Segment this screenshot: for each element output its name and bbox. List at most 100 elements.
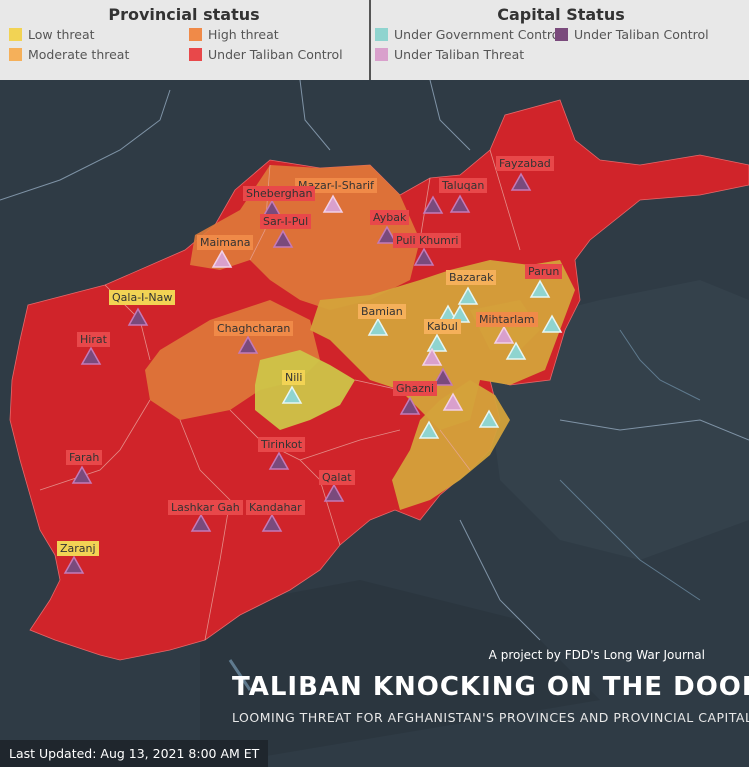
capital-marker-icon[interactable] — [272, 229, 294, 248]
capital-marker-icon[interactable] — [323, 483, 345, 502]
legend-label: Under Government Control — [394, 27, 563, 42]
marker-layer — [63, 172, 563, 574]
city-label[interactable]: Bazarak — [446, 270, 497, 285]
taliban-threat-swatch — [375, 48, 388, 61]
city-label[interactable]: Parun — [525, 264, 563, 279]
capital-marker-icon[interactable] — [71, 465, 93, 484]
city-label[interactable]: Mazar-I-Sharif — [295, 178, 377, 193]
capital-marker-icon[interactable] — [376, 225, 398, 244]
district-marker-icon[interactable] — [478, 409, 500, 428]
city-label[interactable]: Ghazni — [393, 381, 438, 396]
capital-marker-icon[interactable] — [261, 513, 283, 532]
legend-panel: Provincial status Low threat High threat… — [0, 0, 749, 81]
provincial-legend: Provincial status Low threat High threat… — [0, 0, 368, 80]
low-threat-region-daykundi[interactable] — [255, 350, 355, 430]
credit-text: A project by FDD's Long War Journal — [488, 648, 705, 662]
district-marker-icon[interactable] — [422, 195, 444, 214]
capital-marker-icon[interactable] — [529, 279, 551, 298]
capital-marker-icon[interactable] — [367, 317, 389, 336]
capital-marker-icon[interactable] — [237, 335, 259, 354]
city-label[interactable]: Qala-I-Naw — [109, 290, 176, 305]
district-marker-icon[interactable] — [432, 367, 454, 386]
legend-item-moderate-threat[interactable]: Moderate threat — [9, 47, 129, 62]
border-line — [559, 419, 749, 441]
high-threat-region-north[interactable] — [190, 165, 420, 310]
lake-shape — [228, 659, 252, 691]
terrain-shade — [200, 580, 600, 767]
border-line — [459, 519, 541, 641]
city-label[interactable]: Puli Khumri — [393, 233, 462, 248]
capital-marker-icon[interactable] — [281, 385, 303, 404]
capital-taliban-control-swatch — [555, 28, 568, 41]
river-line — [619, 329, 701, 401]
legend-label: High threat — [208, 27, 279, 42]
city-label[interactable]: Bamian — [358, 304, 406, 319]
legend-item-high-threat[interactable]: High threat — [189, 27, 279, 42]
legend-label: Low threat — [28, 27, 95, 42]
capital-marker-icon[interactable] — [510, 172, 532, 191]
provincial-legend-title: Provincial status — [108, 5, 260, 24]
city-label[interactable]: Fayzabad — [496, 156, 554, 171]
district-marker-icon[interactable] — [541, 314, 563, 333]
legend-label: Under Taliban Threat — [394, 47, 525, 62]
capital-marker-icon[interactable] — [457, 286, 479, 305]
map-svg — [0, 80, 749, 767]
capital-marker-icon[interactable] — [190, 513, 212, 532]
capital-marker-icon[interactable] — [80, 346, 102, 365]
capital-marker-icon[interactable] — [426, 333, 448, 352]
border-line — [299, 80, 331, 151]
map-title: TALIBAN KNOCKING ON THE DOOR — [232, 672, 749, 702]
capital-marker-icon[interactable] — [268, 451, 290, 470]
city-label[interactable]: Hirat — [77, 332, 110, 347]
city-label[interactable]: Taluqan — [439, 178, 488, 193]
moderate-threat-swatch — [9, 48, 22, 61]
legend-label: Under Taliban Control — [574, 27, 709, 42]
capital-marker-icon[interactable] — [413, 247, 435, 266]
city-label[interactable]: Aybak — [370, 210, 410, 225]
capital-marker-icon[interactable] — [211, 249, 233, 268]
taliban-control-swatch — [189, 48, 202, 61]
capital-marker-icon[interactable] — [322, 194, 344, 213]
map-subtitle: LOOMING THREAT FOR AFGHANISTAN'S PROVINC… — [232, 710, 749, 725]
city-label[interactable]: Kabul — [424, 319, 461, 334]
city-label[interactable]: Tirinkot — [258, 437, 306, 452]
capital-marker-icon[interactable] — [493, 325, 515, 344]
government-control-swatch — [375, 28, 388, 41]
legend-label: Moderate threat — [28, 47, 130, 62]
legend-item-low-threat[interactable]: Low threat — [9, 27, 95, 42]
city-label[interactable]: Sheberghan — [243, 186, 316, 201]
city-label[interactable]: Lashkar Gah — [168, 500, 243, 515]
legend-label: Under Taliban Control — [208, 47, 343, 62]
last-updated-badge: Last Updated: Aug 13, 2021 8:00 AM ET — [0, 740, 269, 767]
map-area[interactable]: Fayzabad Taluqan Mazar-I-Sharif Sheberghan S… — [0, 80, 749, 767]
legend-item-government-control[interactable]: Under Government Control — [375, 27, 563, 42]
legend-item-taliban-threat[interactable]: Under Taliban Threat — [375, 47, 524, 62]
district-marker-icon[interactable] — [505, 341, 527, 360]
district-marker-icon[interactable] — [421, 347, 443, 366]
border-line — [0, 89, 171, 201]
capital-legend-title: Capital Status — [497, 5, 625, 24]
city-label[interactable]: Maimana — [197, 235, 254, 250]
city-label[interactable]: Chaghcharan — [214, 321, 294, 336]
capital-legend: Capital Status Under Government Control … — [369, 0, 749, 80]
capital-marker-icon[interactable] — [399, 396, 421, 415]
city-label[interactable]: Farah — [66, 450, 103, 465]
city-label[interactable]: Mihtarlam — [476, 312, 538, 327]
capital-marker-icon[interactable] — [449, 194, 471, 213]
capital-marker-icon[interactable] — [63, 555, 85, 574]
legend-item-capital-taliban-control[interactable]: Under Taliban Control — [555, 27, 709, 42]
city-label[interactable]: Nili — [282, 370, 306, 385]
district-marker-icon[interactable] — [442, 392, 464, 411]
border-line — [429, 80, 471, 151]
high-threat-swatch — [189, 28, 202, 41]
city-label[interactable]: Qalat — [319, 470, 355, 485]
city-label[interactable]: Kandahar — [246, 500, 305, 515]
low-threat-swatch — [9, 28, 22, 41]
city-label[interactable]: Zaranj — [57, 541, 99, 556]
legend-item-under-taliban-control[interactable]: Under Taliban Control — [189, 47, 343, 62]
river-line — [559, 479, 701, 601]
district-marker-icon[interactable] — [418, 420, 440, 439]
city-label[interactable]: Sar-I-Pul — [260, 214, 312, 229]
capital-marker-icon[interactable] — [127, 307, 149, 326]
